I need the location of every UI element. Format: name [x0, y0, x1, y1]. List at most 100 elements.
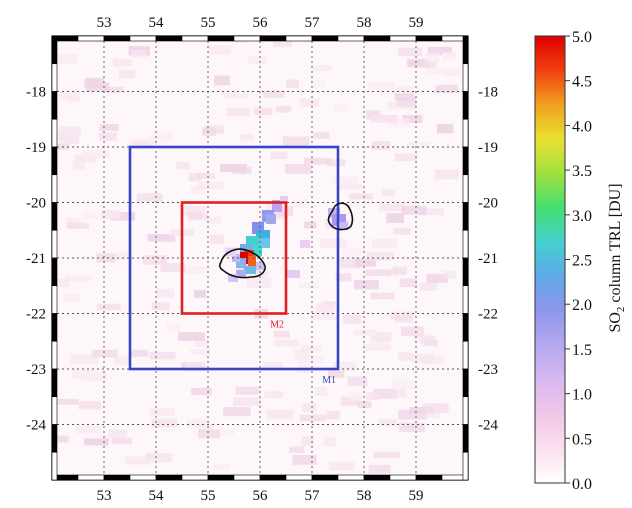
background-pixel	[284, 163, 312, 174]
graticule-segment	[181, 35, 209, 42]
domain-label-m2: M2	[270, 320, 284, 331]
graticule-segment	[462, 118, 469, 148]
island-mauritius-outline	[327, 202, 354, 231]
background-pixel	[370, 332, 392, 343]
y-tick-label-right: -18	[478, 85, 498, 101]
graticule-segment	[462, 146, 469, 176]
so2-pixel	[252, 246, 262, 256]
so2-pixel	[244, 250, 254, 260]
background-pixel	[386, 213, 405, 223]
background-pixel	[373, 451, 400, 458]
graticule-segment	[311, 474, 339, 481]
colorbar-tick-label: 1.5	[572, 342, 592, 359]
background-pixel	[435, 84, 458, 94]
so2-pixel	[194, 290, 206, 298]
x-tick-label-bottom: 55	[201, 488, 216, 504]
background-pixel	[299, 98, 320, 107]
colorbar-tick-label: 2.0	[572, 297, 592, 314]
graticule-segment	[155, 474, 183, 481]
background-pixel	[406, 58, 431, 67]
background-pixel	[399, 278, 418, 287]
map-tick-labels: 53 53 54 54 55 55 56 56 57 57 58 58 59 59 -18 -18 -19 -19…	[26, 15, 498, 504]
graticule-segment	[462, 285, 469, 314]
background-pixel	[393, 227, 411, 235]
background-pixel	[299, 414, 327, 422]
background-pixel	[336, 257, 360, 266]
background-pixel	[131, 349, 149, 357]
background-pixel	[425, 67, 441, 74]
background-pixel	[381, 189, 396, 197]
graticule-segment	[285, 35, 313, 42]
background-pixel	[286, 79, 299, 88]
colorbar-tick-label: 2.5	[572, 253, 592, 270]
background-pixel	[334, 103, 349, 113]
background-pixel	[270, 151, 288, 160]
graticule-segment	[462, 174, 469, 203]
background-pixel	[81, 371, 107, 382]
background-pixel	[223, 407, 251, 417]
background-pixel	[67, 222, 89, 229]
x-tick-label-top: 53	[97, 15, 112, 31]
background-pixel	[57, 279, 70, 288]
so2-pixel	[236, 258, 246, 268]
background-pixel	[363, 343, 391, 352]
background-pixel	[210, 234, 224, 244]
x-tick-label-bottom: 54	[149, 488, 165, 504]
background-pixel	[401, 205, 427, 215]
background-pixel	[197, 429, 220, 439]
background-pixel	[353, 280, 379, 290]
x-tick-label-top: 57	[305, 15, 321, 31]
graticule-segment	[51, 229, 58, 259]
background-pixel	[386, 118, 410, 127]
so2-pixel	[236, 270, 246, 278]
background-pixel	[52, 398, 79, 405]
background-pixel	[348, 193, 373, 200]
background-pixel	[187, 211, 202, 219]
graticule-segment	[51, 313, 58, 342]
background-pixel	[235, 386, 260, 395]
colorbar-title: SO2 column TRL [DU]	[607, 183, 627, 332]
colorbar: 5.0 4.5 4.0 3.5 3.0 2.5 2.0 1.5 1.0 0.5 0.0 SO2 col…	[534, 29, 627, 493]
graticule-segment	[51, 91, 58, 120]
background-pixel	[395, 86, 413, 96]
background-pixel	[368, 464, 391, 474]
graticule-segment	[462, 340, 469, 370]
x-tick-label-top: 56	[253, 15, 269, 31]
graticule-segment	[233, 474, 261, 481]
background-pixel	[398, 409, 427, 420]
graticule-segment	[77, 35, 105, 42]
so2-pixel	[300, 240, 310, 248]
colorbar-tick-label: 3.5	[572, 163, 592, 180]
background-pixel	[177, 332, 206, 341]
background-pixel	[420, 208, 444, 216]
background-pixel	[190, 348, 211, 355]
graticule-segment	[181, 474, 209, 481]
background-pixel	[394, 93, 414, 101]
graticule-segment	[51, 340, 58, 370]
background-pixel	[282, 136, 310, 146]
graticule-segment	[129, 35, 157, 42]
background-pixel	[85, 77, 104, 88]
graticule-segment	[103, 474, 131, 481]
background-pixel	[131, 50, 146, 59]
background-pixel	[155, 288, 175, 298]
graticule-segment	[462, 313, 469, 342]
background-pixel	[303, 221, 317, 229]
background-pixel	[191, 387, 212, 396]
graticule-segment	[51, 63, 58, 92]
background-pixel	[289, 446, 305, 453]
domain-label-m1: M1	[322, 375, 336, 386]
background-pixel	[75, 425, 102, 434]
background-pixel	[311, 80, 326, 88]
background-pixel	[240, 134, 254, 141]
background-pixel	[182, 266, 205, 274]
background-pixel	[366, 251, 395, 261]
background-pixel	[160, 263, 186, 272]
graticule-segment	[462, 91, 469, 120]
background-pixel	[301, 436, 315, 446]
y-tick-label-right: -21	[478, 251, 498, 267]
background-pixel	[275, 106, 292, 113]
y-tick-label-left: -18	[26, 85, 46, 101]
background-pixel	[391, 389, 407, 398]
